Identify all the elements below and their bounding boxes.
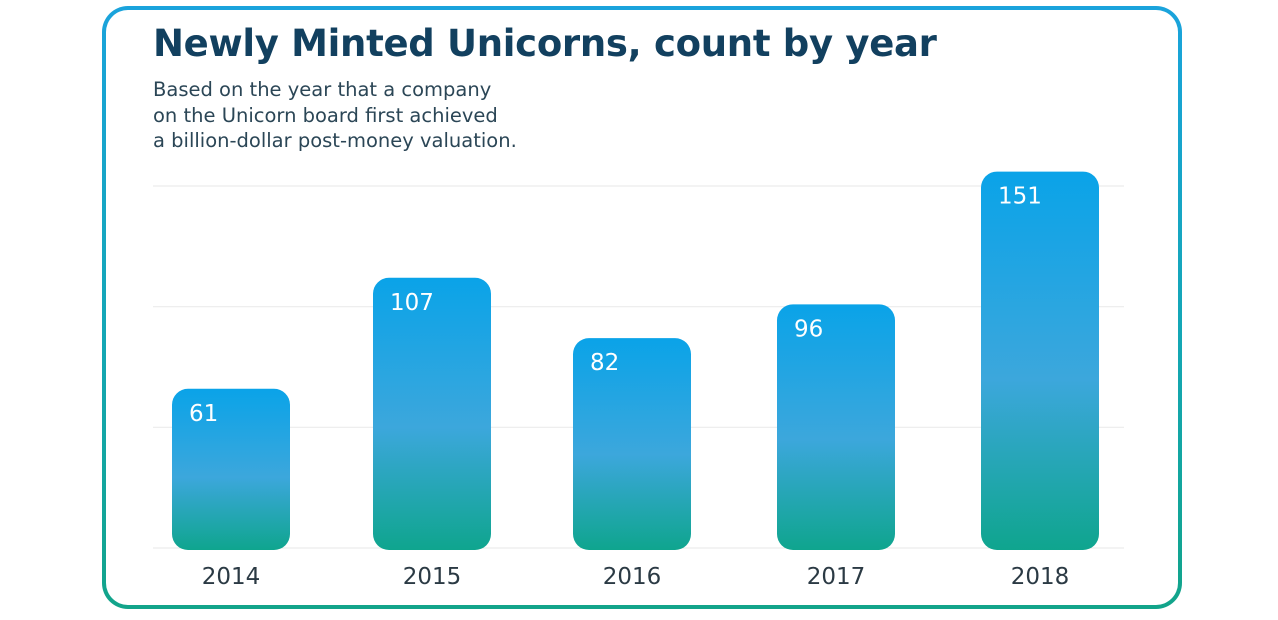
x-tick-label-2018: 2018 [1011,564,1070,590]
data-label-2016: 82 [590,350,619,376]
chart-subtitle: Based on the year that a company on the … [153,77,613,154]
x-axis-ticks: 2014 2015 2016 2017 2018 [202,564,1070,590]
x-tick-label-2014: 2014 [202,564,261,590]
data-label-2015: 107 [390,290,434,316]
bar-2014 [172,388,290,550]
data-label-2018: 151 [998,184,1042,210]
data-label-2017: 96 [794,316,823,342]
subtitle-line: a billion-dollar post-money valuation. [153,129,517,152]
bar-2016 [573,338,691,550]
data-labels: 61 107 82 96 151 [189,184,1042,427]
chart-title: Newly Minted Unicorns, count by year [153,22,937,65]
bar-2015 [373,277,491,550]
subtitle-line: on the Unicorn board first achieved [153,103,498,127]
bars [172,171,1099,550]
subtitle-line: Based on the year that a company [153,78,492,101]
x-tick-label-2016: 2016 [603,564,662,590]
x-tick-label-2015: 2015 [403,564,462,590]
bar-2018 [981,171,1099,550]
x-tick-label-2017: 2017 [807,564,866,590]
bar-2017 [777,304,895,550]
data-label-2014: 61 [189,401,218,427]
